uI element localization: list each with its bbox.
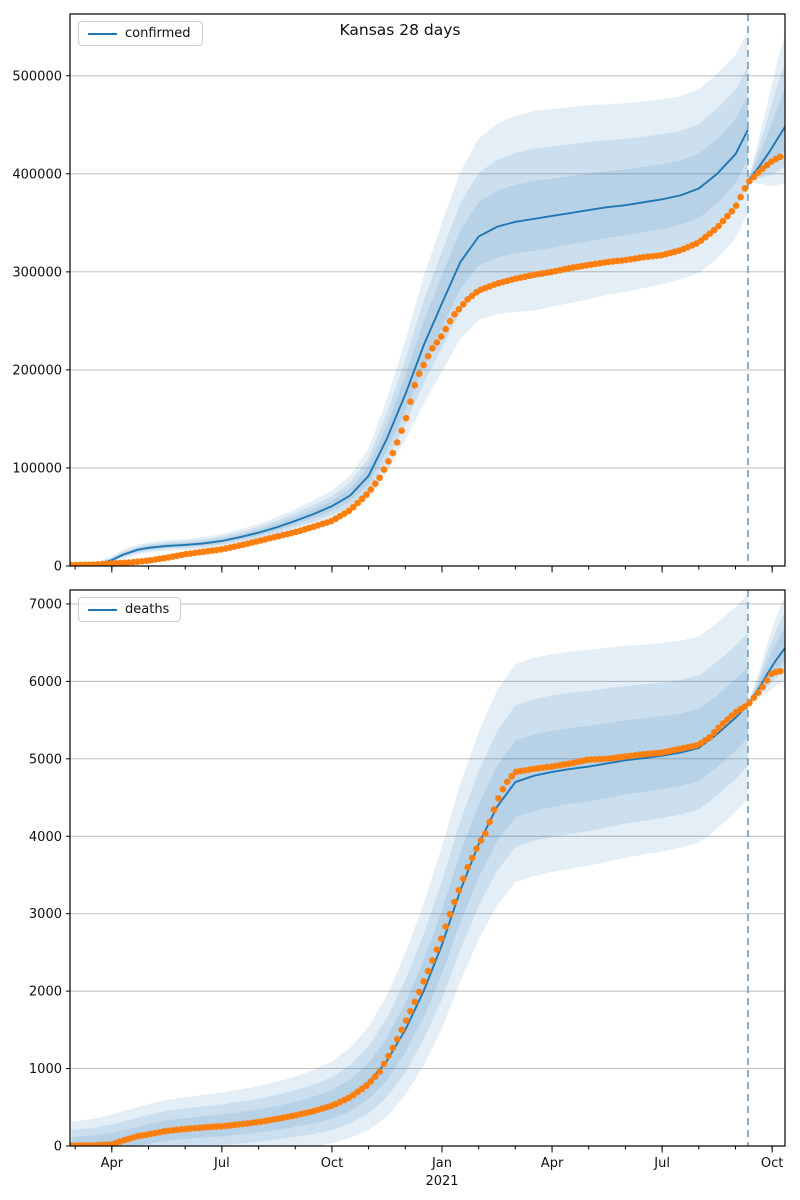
svg-text:Jul: Jul [213,1156,230,1171]
svg-text:100000: 100000 [12,461,62,476]
svg-text:Oct: Oct [321,1156,343,1171]
forecast-line [747,126,785,182]
svg-text:Oct: Oct [761,1156,783,1171]
confidence-bands [71,593,748,1146]
legend-deaths-label: deaths [125,602,170,617]
svg-text:2021: 2021 [425,1174,458,1189]
svg-text:Apr: Apr [541,1156,564,1171]
svg-text:300000: 300000 [12,265,62,280]
svg-text:4000: 4000 [29,830,62,845]
svg-text:400000: 400000 [12,167,62,182]
svg-text:6000: 6000 [29,675,62,690]
svg-text:7000: 7000 [29,597,62,612]
svg-text:Jan: Jan [431,1156,452,1171]
fit-line [96,129,749,566]
svg-text:200000: 200000 [12,363,62,378]
svg-text:0: 0 [54,560,62,575]
chart-title: Kansas 28 days [339,21,461,39]
deaths-panel [70,590,785,1146]
svg-text:1000: 1000 [29,1062,62,1077]
deaths-line-swatch-icon [88,608,117,611]
legend-confirmed-label: confirmed [125,26,191,41]
svg-text:Apr: Apr [101,1156,124,1171]
gridlines [70,75,785,566]
confidence-bands [97,31,748,566]
observed-dots [70,667,784,1146]
svg-text:3000: 3000 [29,907,62,922]
gridlines [70,603,785,1146]
confirmed-panel [70,14,785,566]
svg-text:500000: 500000 [12,69,62,84]
observed-dots [70,153,784,566]
forecast-fan [747,595,785,705]
confirmed-axes: 0 100000 200000 300000 400000 500000 [12,13,786,575]
legend-confirmed: confirmed [78,21,203,46]
svg-text:5000: 5000 [29,752,62,767]
svg-text:2000: 2000 [29,985,62,1000]
svg-text:Jul: Jul [653,1156,670,1171]
confirmed-line-swatch-icon [88,32,117,35]
deaths-axes: 0 1000 2000 3000 4000 5000 6000 7000 Apr Jul Oct Ja… [29,589,786,1189]
svg-text:0: 0 [54,1140,62,1155]
legend-deaths: deaths [78,597,182,622]
